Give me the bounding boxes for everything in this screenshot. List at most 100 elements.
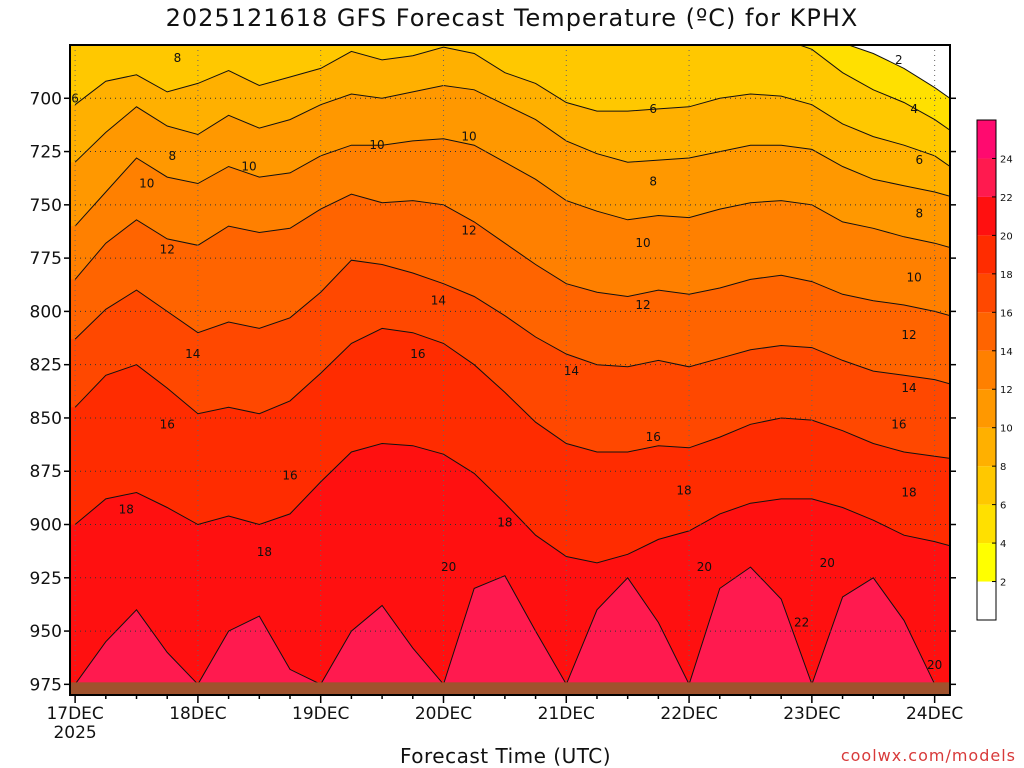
contour-line-14 xyxy=(74,259,950,385)
contour-line-6 xyxy=(74,46,950,167)
colorbar-swatch xyxy=(977,312,996,351)
contour-label: 14 xyxy=(185,347,200,361)
contour-label: 12 xyxy=(901,328,916,342)
contour-label: 10 xyxy=(369,138,384,152)
y-tick-label: 775 xyxy=(30,249,62,269)
x-tick-label: 18DEC xyxy=(169,704,226,724)
credit-link[interactable]: coolwx.com/models xyxy=(840,746,1016,765)
y-tick-label: 950 xyxy=(30,622,62,642)
x-tick-label: 17DEC xyxy=(46,704,103,724)
contour-label: 6 xyxy=(649,102,657,116)
contour-label: 10 xyxy=(139,177,154,191)
y-tick-label: 825 xyxy=(30,356,62,376)
chart-title: 2025121618 GFS Forecast Temperature (ºC)… xyxy=(165,4,859,32)
colorbar-swatch xyxy=(977,543,996,582)
frame-rect xyxy=(69,44,951,696)
colorbar-swatch xyxy=(977,350,996,390)
colorbar-label: 16 xyxy=(1000,308,1013,319)
x-tick-sublabel: 2025 xyxy=(53,723,96,743)
contour-line-20 xyxy=(74,566,950,686)
contour-label: 14 xyxy=(431,294,446,308)
contour-label: 12 xyxy=(160,243,175,257)
colorbar-label: 14 xyxy=(1000,347,1013,358)
contour-label: 16 xyxy=(160,417,175,431)
contour-line-10 xyxy=(74,138,950,248)
contour-label: 8 xyxy=(169,149,177,163)
colorbar-swatch xyxy=(977,196,996,236)
contour-label: 14 xyxy=(564,364,579,378)
y-tick-label: 925 xyxy=(30,569,62,589)
contour-label: 10 xyxy=(461,130,476,144)
y-tick-label: 700 xyxy=(30,89,62,109)
contour-label: 10 xyxy=(241,159,256,173)
contour-label: 8 xyxy=(174,51,182,65)
colorbar-label: 4 xyxy=(1000,539,1006,550)
contour-label: 18 xyxy=(257,545,272,559)
colorbar-label: 10 xyxy=(1000,424,1013,435)
contour-label: 14 xyxy=(901,381,916,395)
colorbar-label: 20 xyxy=(1000,231,1013,242)
contour-label: 20 xyxy=(441,560,456,574)
contour-label: 16 xyxy=(891,417,906,431)
contour-line-16 xyxy=(74,327,950,459)
contour-label: 20 xyxy=(927,658,942,672)
contour-line-18 xyxy=(74,442,950,564)
contour-label: 6 xyxy=(71,91,79,105)
contour-label: 18 xyxy=(901,486,916,500)
y-tick-label: 750 xyxy=(30,196,62,216)
contour-label: 10 xyxy=(635,236,650,250)
contour-label: 20 xyxy=(820,556,835,570)
colorbar-label: 24 xyxy=(1000,154,1013,165)
contour-line-4 xyxy=(798,45,950,131)
colorbar-frame xyxy=(976,119,997,621)
y-tick-label: 875 xyxy=(30,462,62,482)
contour-label: 16 xyxy=(646,430,661,444)
contour-label: 20 xyxy=(697,560,712,574)
contour-label: 8 xyxy=(915,206,923,220)
contour-label: 22 xyxy=(794,616,809,630)
contour-label: 12 xyxy=(635,298,650,312)
y-tick-label: 850 xyxy=(30,409,62,429)
colorbar-swatch xyxy=(977,120,996,159)
contour-line-12 xyxy=(74,193,950,317)
colorbar-label: 22 xyxy=(1000,193,1013,204)
x-tick-label: 24DEC xyxy=(906,704,963,724)
y-tick-label: 800 xyxy=(30,302,62,322)
colorbar-swatch xyxy=(977,235,996,274)
contour-lines xyxy=(74,45,950,686)
contour-label: 10 xyxy=(907,270,922,284)
contour-label: 18 xyxy=(497,515,512,529)
colorbar-swatch xyxy=(977,504,996,544)
x-tick-label: 20DEC xyxy=(415,704,472,724)
x-tick-label: 22DEC xyxy=(660,704,717,724)
colorbar-swatch xyxy=(977,389,996,428)
contour-label: 16 xyxy=(410,347,425,361)
x-tick-label: 19DEC xyxy=(292,704,349,724)
colorbar-label: 6 xyxy=(1000,501,1006,512)
colorbar-label: 2 xyxy=(1000,578,1006,589)
colorbar-swatch xyxy=(977,427,996,467)
y-axis: 700 725 750 775 800 825 850 875 900 925 950 975 xyxy=(30,89,956,695)
contour-label: 18 xyxy=(676,483,691,497)
colorbar-swatch xyxy=(977,273,996,313)
contour-label: 16 xyxy=(282,468,297,482)
temperature-bands xyxy=(70,45,950,695)
y-tick-label: 725 xyxy=(30,143,62,163)
contour-label: 12 xyxy=(461,223,476,237)
colorbar-swatch xyxy=(977,581,996,620)
contour-label: 6 xyxy=(915,153,923,167)
x-tick-label: 23DEC xyxy=(783,704,840,724)
ground-strip xyxy=(70,682,950,695)
y-tick-label: 975 xyxy=(30,675,62,695)
contour-labels: 6 8 10 10 6 2 4 6 8 10 10 12 8 8 12 10 10 14 12 12 14 16 14 14 1… xyxy=(71,51,942,672)
colorbar-label: 18 xyxy=(1000,270,1013,281)
contour-line-8 xyxy=(74,84,950,197)
contour-label: 4 xyxy=(910,102,918,116)
contour-label: 8 xyxy=(649,174,657,188)
colorbar-swatch xyxy=(977,466,996,505)
x-tick-label: 21DEC xyxy=(538,704,595,724)
contour-label: 2 xyxy=(895,53,903,67)
